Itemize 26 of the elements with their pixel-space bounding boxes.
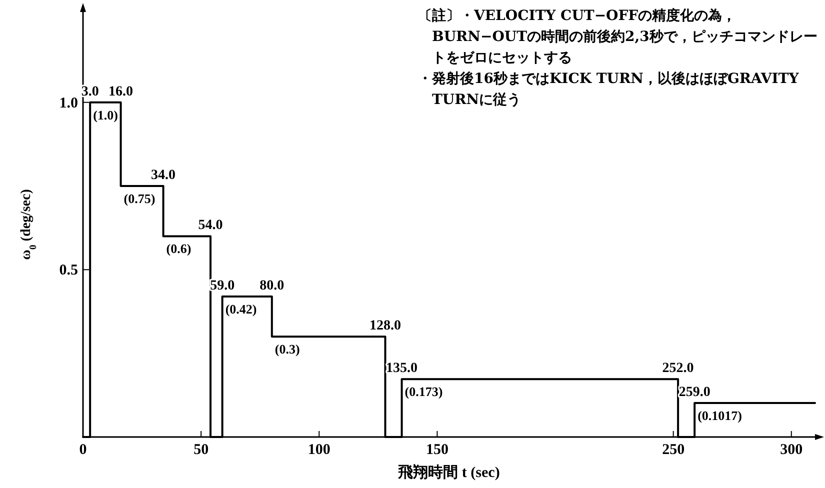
annotation: 54.0 xyxy=(198,218,223,234)
x-tick-label: 100 xyxy=(308,442,330,458)
x-tick-label: 50 xyxy=(194,442,209,458)
data-label: (0.6) xyxy=(166,241,192,256)
annotation: 252.0 xyxy=(662,361,694,376)
annotation: 34.0 xyxy=(151,168,176,184)
annotation: 128.0 xyxy=(369,318,401,334)
x-tick-label: 250 xyxy=(662,442,685,458)
data-label: (0.75) xyxy=(124,191,156,206)
annotation: ・発射後16秒まではKICK TURN，以後はほぼGRAVITY TURNに従う xyxy=(418,70,800,110)
annotation: 135.0 xyxy=(386,361,418,376)
x-tick-label: 300 xyxy=(780,442,803,458)
x-tick-label: 0 xyxy=(79,442,87,458)
annotation: 16.0 xyxy=(108,84,134,100)
data-label: (0.173) xyxy=(404,384,443,400)
y-tick-label: 0.5 xyxy=(59,262,78,279)
data-label: (1.0) xyxy=(93,107,118,122)
y-tick-label: 1.0 xyxy=(59,95,78,112)
annotation: 〔註〕・VELOCITY CUT−OFFの精度化の為，BURN−OUTの時間の前後約2,3秒で，ピッチコマンドレートをゼロにセットする xyxy=(418,6,818,68)
x-tick-label: 150 xyxy=(426,442,448,458)
data-label: (0.1017) xyxy=(698,408,742,423)
annotation: 80.0 xyxy=(260,278,284,294)
data-label: (0.3) xyxy=(274,342,300,357)
x-axis-title: 飛翔時間 t (sec) xyxy=(397,463,500,481)
data-label: (0.42) xyxy=(225,301,257,316)
annotation: 259.0 xyxy=(678,384,710,400)
